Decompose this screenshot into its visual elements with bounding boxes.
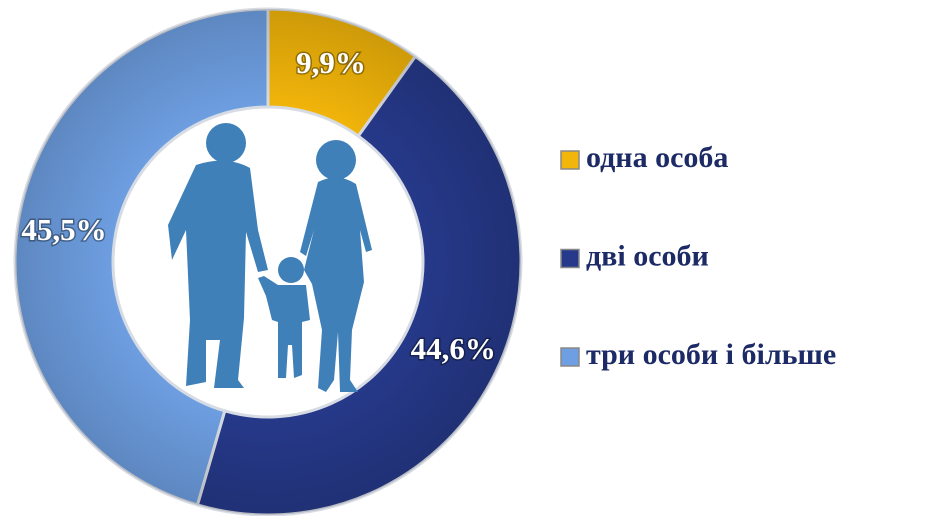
donut <box>13 7 523 516</box>
legend: одна особа дві особи три особи і більше <box>560 141 836 371</box>
family-silhouette <box>168 123 372 392</box>
legend-label: одна особа <box>586 141 728 174</box>
data-label: 44,6% <box>411 331 496 366</box>
legend-swatch <box>560 347 580 367</box>
legend-label: три особи і більше <box>586 338 836 371</box>
data-label: 45,5% <box>21 212 106 247</box>
legend-label: дві особи <box>586 239 709 272</box>
data-label: 9,9% <box>296 45 366 80</box>
legend-swatch <box>560 248 580 269</box>
legend-swatch <box>560 150 580 170</box>
data-labels: 9,9% 44,6% 45,5% <box>20 43 497 367</box>
